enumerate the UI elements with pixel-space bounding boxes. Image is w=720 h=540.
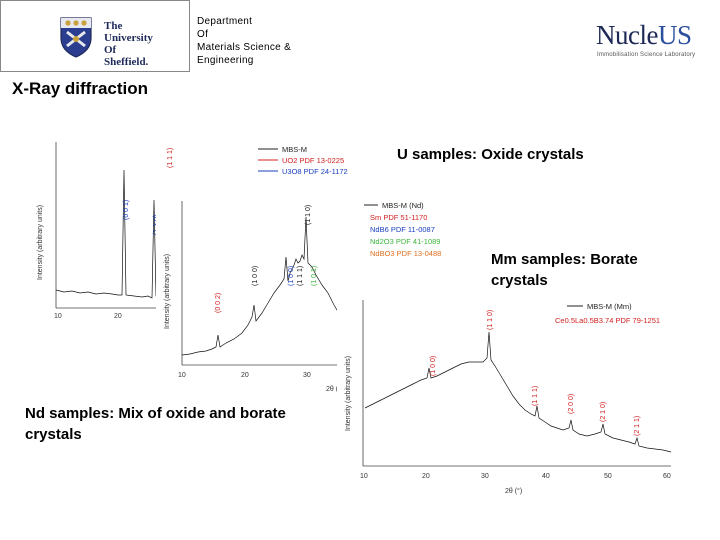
peak-label: (1 0 0) [252, 266, 259, 286]
peak-label: (1 1 0) [487, 310, 494, 330]
university-line: The [104, 20, 123, 32]
lab-logo-accent: US [657, 20, 692, 50]
lab-logo: NucleUS [596, 20, 692, 50]
university-logo: The University Of Sheffield. [0, 0, 190, 72]
peak-label: (2 1 1) [634, 416, 641, 436]
peak-label: (2 1 0) [600, 402, 607, 422]
peak-label: (1 1 1) [532, 386, 539, 406]
legend-entry: U3O8 PDF 24-1172 [282, 167, 348, 176]
x-tick-label: 30 [481, 473, 489, 480]
department-line: Department [197, 16, 253, 27]
mm-samples-caption: Mm samples: Borate crystals [491, 251, 638, 289]
x-tick-label: 10 [178, 372, 186, 379]
nd-samples-caption: Nd samples: Mix of oxide and borate crys… [25, 405, 286, 443]
legend-entry: NdB6 PDF 11-0087 [370, 225, 435, 234]
y-axis-label: Intensity (arbitrary units) [164, 254, 171, 329]
x-axis-label: 2θ (°) [326, 385, 343, 393]
x-tick-label: 10 [54, 313, 62, 320]
x-tick-label: 50 [604, 473, 612, 480]
legend-entry: Ce0.5La0.5B3.74 PDF 79-1251 [555, 316, 660, 325]
legend-entry: Sm PDF 51-1170 [370, 213, 427, 222]
peak-label: (1 1 0) [305, 205, 312, 225]
department-line: Engineering [197, 55, 254, 66]
legend-entry: MBS-M (Nd) [382, 201, 424, 210]
legend-entry: MBS-M (Mm) [587, 302, 632, 311]
xrd-plot-mm: Intensity (arbitrary units) 10 20 30 40 … [337, 296, 677, 500]
university-line: Sheffield. [104, 56, 149, 68]
x-tick-label: 40 [542, 473, 550, 480]
u-samples-caption: U samples: Oxide crystals [397, 146, 584, 163]
lab-logo-subtitle: Immobilisation Science Laboratory [597, 52, 696, 58]
legend-entry: UO2 PDF 13-0225 [282, 156, 344, 165]
peak-label: (1 0 0) [288, 266, 295, 286]
university-line: University [104, 32, 153, 44]
y-axis-label: Intensity (arbitrary units) [37, 205, 44, 280]
x-tick-label: 20 [422, 473, 430, 480]
peak-label: (1 1 1) [297, 266, 304, 286]
lab-logo-main: Nucle [596, 20, 658, 50]
x-tick-label: 30 [303, 372, 311, 379]
y-axis-label: Intensity (arbitrary units) [345, 356, 352, 431]
mm-pattern-line [364, 331, 672, 453]
department-line: Of [197, 29, 209, 40]
slide-title: X-Ray diffraction [12, 79, 149, 98]
university-shield-icon [60, 17, 92, 58]
department-name: Department Of Materials Science & Engine… [197, 15, 291, 67]
peak-label: (2 0 0) [568, 394, 575, 414]
x-tick-label: 10 [360, 473, 368, 480]
x-tick-label: 20 [114, 313, 122, 320]
peak-label: (1 0 1) [311, 266, 318, 286]
peak-label: (1 0 0) [430, 356, 437, 376]
x-axis-label: 2θ (°) [505, 487, 522, 495]
peak-label: (0 0 1) [123, 200, 130, 220]
department-line: Materials Science & [197, 42, 292, 53]
university-wordmark: The University Of Sheffield. [104, 20, 153, 68]
legend-entry: MBS-M [282, 145, 307, 154]
peak-label: (0 0 2) [215, 293, 222, 313]
x-tick-label: 20 [241, 372, 249, 379]
university-line: Of [104, 44, 117, 56]
x-tick-label: 60 [663, 473, 671, 480]
legend-entry: Nd2O3 PDF 41-1089 [370, 237, 440, 246]
legend-entry: NdBO3 PDF 13-0488 [370, 249, 441, 258]
peak-label: (1 1 1) [167, 148, 174, 168]
